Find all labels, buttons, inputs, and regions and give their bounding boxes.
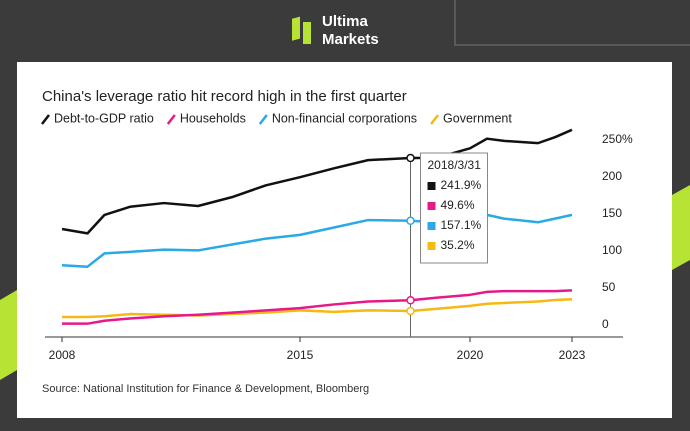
x-tick-label: 2008 (49, 348, 76, 362)
tooltip-value: 49.6% (441, 198, 475, 212)
bg-accent (0, 290, 17, 380)
legend-label: Households (180, 111, 246, 125)
card (17, 62, 672, 418)
series-line (61, 213, 573, 268)
legend-swatch (258, 114, 268, 125)
tooltip-swatch (427, 202, 436, 210)
tooltip-marker (406, 216, 415, 225)
tooltip-value: 157.1% (441, 218, 482, 232)
y-tick-label: 150 (602, 206, 622, 220)
tooltip-marker (406, 153, 415, 163)
tooltip-title: 2018/3/31 (428, 158, 482, 172)
chart-title: China's leverage ratio hit record high i… (42, 88, 407, 105)
tooltip-value: 35.2% (441, 238, 475, 252)
logo (303, 22, 311, 44)
x-tick-label: 2015 (287, 348, 314, 362)
bg-accent (672, 185, 690, 270)
y-tick-label: 200 (602, 169, 622, 183)
legend-swatch (430, 114, 440, 125)
legend-label: Debt-to-GDP ratio (54, 111, 154, 125)
y-tick-label: 0 (602, 317, 609, 331)
source: Source: National Institution for Finance… (42, 383, 369, 395)
tooltip-marker (406, 296, 415, 305)
brand: Markets (322, 31, 379, 48)
tooltip-swatch (427, 222, 436, 230)
tooltip-swatch (427, 182, 436, 190)
x-tick-label: 2020 (457, 348, 484, 362)
logo (292, 16, 300, 41)
y-tick-label: 50 (602, 280, 616, 294)
brand: Ultima (322, 13, 369, 30)
legend-label: Non-financial corporations (272, 111, 417, 125)
tooltip-swatch (427, 242, 436, 250)
legend-label: Government (443, 111, 512, 125)
bg-line (454, 0, 690, 46)
series-line (62, 289, 573, 325)
x-tick-label: 2023 (559, 348, 586, 362)
y-tick-label: 100 (602, 243, 622, 257)
legend-swatch (166, 114, 176, 125)
y-tick-label: 250% (602, 132, 633, 146)
series-line (62, 298, 573, 319)
tooltip-marker (406, 306, 415, 316)
tooltip-value: 241.9% (441, 178, 482, 192)
series-line (61, 128, 573, 235)
legend-swatch (41, 114, 50, 125)
